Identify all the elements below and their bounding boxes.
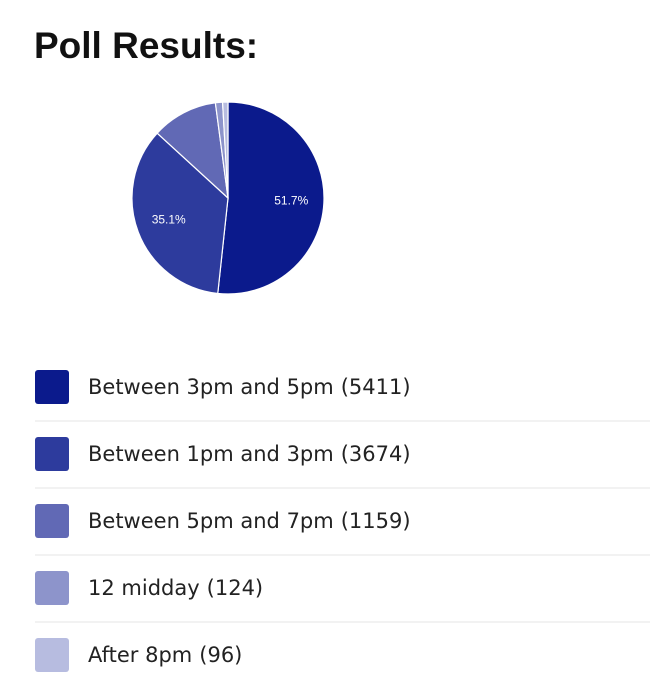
legend-label: Between 1pm and 3pm — [88, 442, 334, 466]
legend-label: Between 5pm and 7pm — [88, 509, 334, 533]
legend-count: (96) — [199, 643, 242, 667]
legend-count: (124) — [207, 576, 263, 600]
legend-swatch — [35, 437, 69, 471]
legend-label: After 8pm — [88, 643, 192, 667]
slice-label: 35.1% — [152, 213, 186, 227]
legend-swatch — [35, 571, 69, 605]
legend-label: 12 midday — [88, 576, 200, 600]
legend-label: Between 3pm and 5pm — [88, 375, 334, 399]
pie-slice — [217, 101, 325, 295]
pie-slice — [156, 102, 229, 200]
pie-slice — [131, 132, 229, 295]
legend-swatch — [35, 638, 69, 672]
legend-count: (1159) — [341, 509, 411, 533]
legend-count: (3674) — [341, 442, 411, 466]
title: Poll Results: — [34, 25, 258, 66]
legend-swatch — [35, 370, 69, 404]
pie-slice — [221, 101, 229, 199]
legend-count: (5411) — [341, 375, 411, 399]
legend-swatch — [35, 504, 69, 538]
slice-label: 51.7% — [274, 194, 308, 208]
